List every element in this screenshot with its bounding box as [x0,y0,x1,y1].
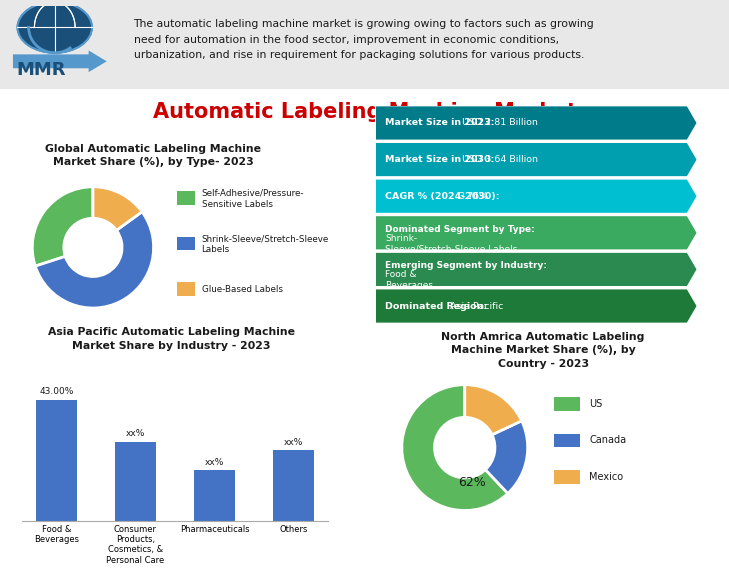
Wedge shape [35,212,154,308]
Wedge shape [465,384,522,435]
Bar [194,470,235,521]
Text: Asia Pacific Automatic Labeling Machine
Market Share by Industry - 2023: Asia Pacific Automatic Labeling Machine … [48,327,295,351]
Bar [36,400,77,521]
Text: xx%: xx% [284,438,303,447]
Text: CAGR % (2024-2030):: CAGR % (2024-2030): [386,192,500,201]
Bar [176,191,195,205]
Text: Market Size in 2030:: Market Size in 2030: [386,155,495,164]
Text: xx%: xx% [125,430,145,439]
Polygon shape [375,179,697,213]
Polygon shape [375,216,697,250]
Text: Global Automatic Labeling Machine
Market Share (%), by Type- 2023: Global Automatic Labeling Machine Market… [45,144,261,168]
Bar [554,434,580,447]
Text: MMR: MMR [16,61,66,79]
Text: USD 3.64 Billion: USD 3.64 Billion [461,155,538,164]
Text: Dominated Region:: Dominated Region: [386,301,488,311]
Text: Shrink-Sleeve/Stretch-Sleeve
Labels: Shrink-Sleeve/Stretch-Sleeve Labels [202,235,329,255]
Wedge shape [402,384,508,510]
Text: Market Size in 2023:: Market Size in 2023: [386,118,495,128]
Text: 43.00%: 43.00% [39,387,74,396]
Text: Food &
Beverages: Food & Beverages [386,271,433,291]
Circle shape [17,2,92,53]
Text: Asia Pacific: Asia Pacific [451,301,504,311]
Text: Glue-Based Labels: Glue-Based Labels [202,285,283,295]
Text: North Amrica Automatic Labeling
Machine Market Share (%), by
Country - 2023: North Amrica Automatic Labeling Machine … [442,332,644,368]
Bar [115,442,156,521]
Text: 62%: 62% [459,476,486,488]
Text: US: US [589,399,603,409]
Text: Self-Adhesive/Pressure-
Sensitive Labels: Self-Adhesive/Pressure- Sensitive Labels [202,189,304,209]
Polygon shape [375,289,697,323]
Text: Dominated Segment by Type:: Dominated Segment by Type: [386,225,535,234]
Bar [554,397,580,411]
Wedge shape [93,186,142,231]
Polygon shape [13,50,106,72]
Text: Mexico: Mexico [589,472,623,482]
Polygon shape [375,142,697,177]
Text: The automatic labeling machine market is growing owing to factors such as growin: The automatic labeling machine market is… [133,19,594,61]
Text: Emerging Segment by Industry:: Emerging Segment by Industry: [386,261,547,271]
Text: Shrink-
Sleeve/Stretch-Sleeve Labels: Shrink- Sleeve/Stretch-Sleeve Labels [386,234,518,254]
Text: Automatic Labeling Machine Market: Automatic Labeling Machine Market [152,102,577,122]
Wedge shape [32,186,93,266]
Bar [176,282,195,296]
Text: USD 2.81 Billion: USD 2.81 Billion [461,118,537,128]
Bar [554,470,580,484]
Bar [273,450,314,521]
FancyBboxPatch shape [0,0,729,89]
Bar [176,237,195,251]
Text: xx%: xx% [205,458,225,467]
Text: Canada: Canada [589,435,626,446]
Polygon shape [375,106,697,140]
Polygon shape [375,252,697,287]
Text: 3.76%: 3.76% [458,192,488,201]
Wedge shape [486,421,528,494]
